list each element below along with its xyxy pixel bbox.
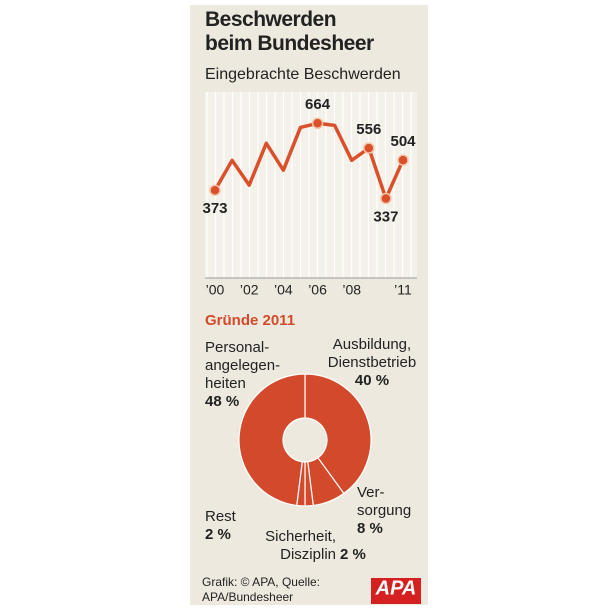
slice-value: 2 % [340, 546, 366, 563]
slice-value: 8 % [357, 520, 383, 537]
slice-label: Rest [205, 508, 237, 525]
value-label: 664 [305, 96, 331, 113]
logo-box [371, 578, 421, 604]
slice-label: Disziplin [280, 546, 336, 563]
slice-label: Personal- [205, 339, 269, 356]
donut-slice [304, 373, 372, 495]
slice-label: Ausbildung, [333, 336, 411, 353]
value-label: 337 [373, 208, 398, 225]
value-label: 504 [390, 133, 416, 150]
x-tick-label: ’04 [274, 282, 293, 298]
slice-label: Sicherheit, [265, 528, 336, 545]
donut-title: Gründe 2011 [205, 312, 295, 329]
slice-value: 40 % [355, 372, 389, 389]
value-label: 556 [356, 121, 381, 138]
marker [380, 192, 392, 205]
x-tick-label: ’08 [342, 282, 361, 298]
slice-label: angelegen- [205, 357, 280, 374]
slice-value: 2 % [205, 526, 231, 543]
slice-label: Dienstbetrieb [328, 354, 416, 371]
x-tick-label: ’06 [308, 282, 327, 298]
marker [311, 117, 324, 130]
x-tick-label: ’02 [240, 282, 259, 298]
donut-slice [238, 373, 306, 507]
subtitle: Eingebrachte Beschwerden [205, 66, 401, 83]
line [213, 121, 405, 201]
x-tick-label: ’00 [206, 282, 225, 298]
marker [397, 154, 409, 166]
marker [363, 142, 375, 154]
logo: APA [375, 577, 417, 599]
x-tick-label: ’11 [394, 282, 412, 298]
slice-value: 48 % [205, 393, 239, 410]
marker [209, 184, 221, 196]
source: Grafik: © APA, Quelle: APA/Bundesheer [202, 575, 320, 604]
slice-label: heiten [205, 375, 246, 392]
slice-label: Ver- [357, 484, 385, 501]
value-label: 373 [202, 200, 227, 217]
chart-title: Beschwerden beim Bundesheer [205, 8, 374, 55]
slice-label: sorgung [357, 502, 411, 519]
